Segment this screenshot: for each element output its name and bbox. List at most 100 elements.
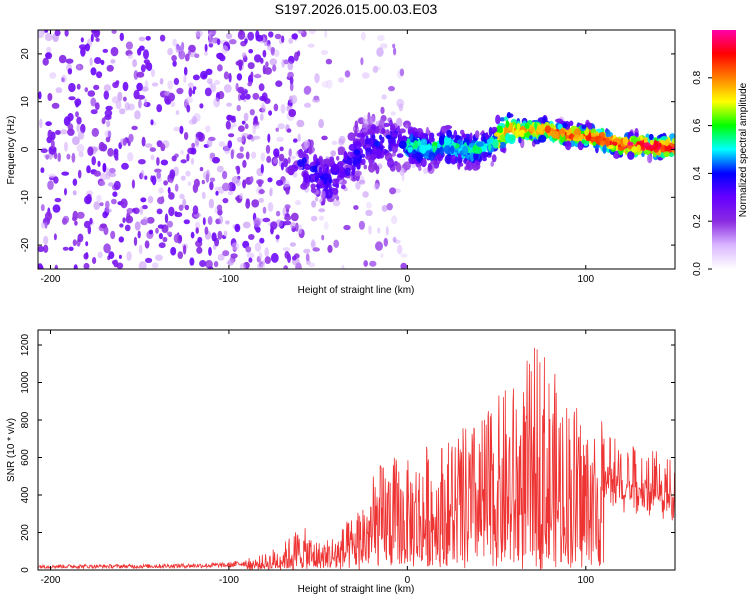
- spectral-cell: [47, 93, 53, 101]
- spectral-cell: [335, 182, 339, 189]
- spectral-cell: [75, 111, 79, 118]
- spectral-cell: [296, 119, 305, 128]
- spectral-cell: [264, 256, 271, 264]
- spectral-cell: [231, 183, 236, 192]
- spectral-cell: [156, 208, 163, 215]
- spectral-cell: [349, 175, 353, 181]
- spectral-cell: [113, 259, 119, 268]
- spectral-cell: [359, 179, 366, 185]
- spectral-cell: [136, 82, 143, 92]
- spectral-cell: [269, 187, 273, 193]
- spectral-cell: [77, 233, 84, 243]
- spectral-cell: [602, 144, 607, 154]
- spectral-cell: [217, 64, 223, 72]
- spectral-cell: [94, 57, 102, 64]
- spectral-cell: [131, 208, 137, 213]
- spectral-cell: [377, 35, 385, 42]
- spectral-cell: [275, 210, 281, 217]
- spectral-cell: [302, 151, 307, 158]
- spectral-cell: [197, 236, 203, 243]
- spectral-cell: [260, 163, 264, 174]
- spectral-cell: [275, 80, 283, 87]
- spectral-cell: [386, 203, 393, 211]
- spectral-cell: [51, 139, 55, 149]
- spectral-cell: [46, 46, 52, 54]
- spectral-cell: [102, 48, 109, 53]
- spectral-cell: [38, 264, 44, 269]
- spectral-cell: [284, 250, 290, 259]
- spectral-cell: [179, 125, 184, 135]
- spectral-cell: [562, 122, 568, 129]
- spectral-cell: [304, 164, 312, 171]
- spectral-cell: [231, 242, 240, 251]
- spectral-cell: [648, 134, 654, 141]
- y-tick-label: 0: [20, 146, 31, 152]
- spectral-cell: [83, 252, 89, 260]
- spectral-cell: [363, 260, 369, 267]
- spectral-cell: [191, 116, 198, 125]
- spectral-cell: [668, 152, 675, 158]
- spectral-cell: [204, 87, 212, 97]
- spectral-cell: [289, 76, 294, 85]
- spectral-cell: [90, 33, 94, 43]
- spectral-cell: [507, 126, 512, 132]
- spectral-cell: [279, 146, 284, 152]
- spectral-cell: [289, 81, 294, 92]
- spectral-cell: [92, 146, 99, 152]
- spectral-cell: [137, 230, 141, 239]
- spectral-cell: [204, 43, 208, 52]
- spectral-cell: [111, 198, 117, 205]
- spectral-cell: [353, 205, 359, 210]
- spectral-cell: [427, 163, 432, 172]
- spectral-cell: [126, 207, 134, 214]
- spectral-cell: [138, 99, 142, 109]
- spectral-cell: [331, 170, 339, 175]
- spectral-cell: [243, 112, 249, 122]
- spectral-cell: [119, 32, 125, 42]
- spectral-cell: [188, 44, 196, 53]
- spectral-cell: [134, 110, 141, 120]
- spectral-cell: [170, 101, 176, 108]
- spectral-cell: [102, 211, 108, 219]
- spectral-cell: [86, 165, 91, 174]
- spectral-cell: [228, 72, 232, 83]
- spectral-cell: [187, 181, 192, 186]
- spectral-cell: [361, 72, 370, 79]
- spectral-cell: [348, 143, 356, 152]
- spectral-cell: [381, 204, 388, 212]
- spectral-cell: [222, 182, 230, 192]
- spectral-cell: [205, 173, 210, 183]
- y-tick-label: 1000: [20, 371, 31, 394]
- spectral-cell: [67, 68, 73, 75]
- spectral-cell: [53, 176, 59, 184]
- spectral-cell: [391, 215, 398, 225]
- spectral-cell: [671, 137, 675, 145]
- spectral-cell: [131, 179, 135, 189]
- spectral-cell: [242, 221, 251, 229]
- spectral-cell: [145, 257, 153, 263]
- spectral-cell: [268, 110, 273, 116]
- spectral-cell: [261, 102, 265, 113]
- spectral-cell: [94, 102, 100, 110]
- spectral-cell: [186, 104, 191, 113]
- spectral-cell: [248, 49, 254, 54]
- spectral-cell: [106, 64, 114, 72]
- spectral-cell: [131, 125, 138, 131]
- spectral-cell: [99, 180, 106, 186]
- spectral-cell: [290, 94, 298, 104]
- spectral-cell: [302, 157, 307, 164]
- spectral-cell: [72, 136, 80, 146]
- spectral-cell: [107, 147, 114, 157]
- spectral-cell: [143, 59, 150, 64]
- spectral-cell: [636, 136, 641, 143]
- spectral-cell: [392, 236, 397, 243]
- y-tick-label: -10: [20, 190, 31, 205]
- spectral-cell: [480, 151, 488, 159]
- spectral-cell: [138, 159, 146, 165]
- spectral-cell: [44, 211, 53, 221]
- spectral-cell: [122, 138, 127, 146]
- spectral-cell: [110, 230, 116, 240]
- spectral-cell: [270, 252, 279, 263]
- spectral-cell: [138, 261, 147, 269]
- spectral-cell: [630, 135, 638, 145]
